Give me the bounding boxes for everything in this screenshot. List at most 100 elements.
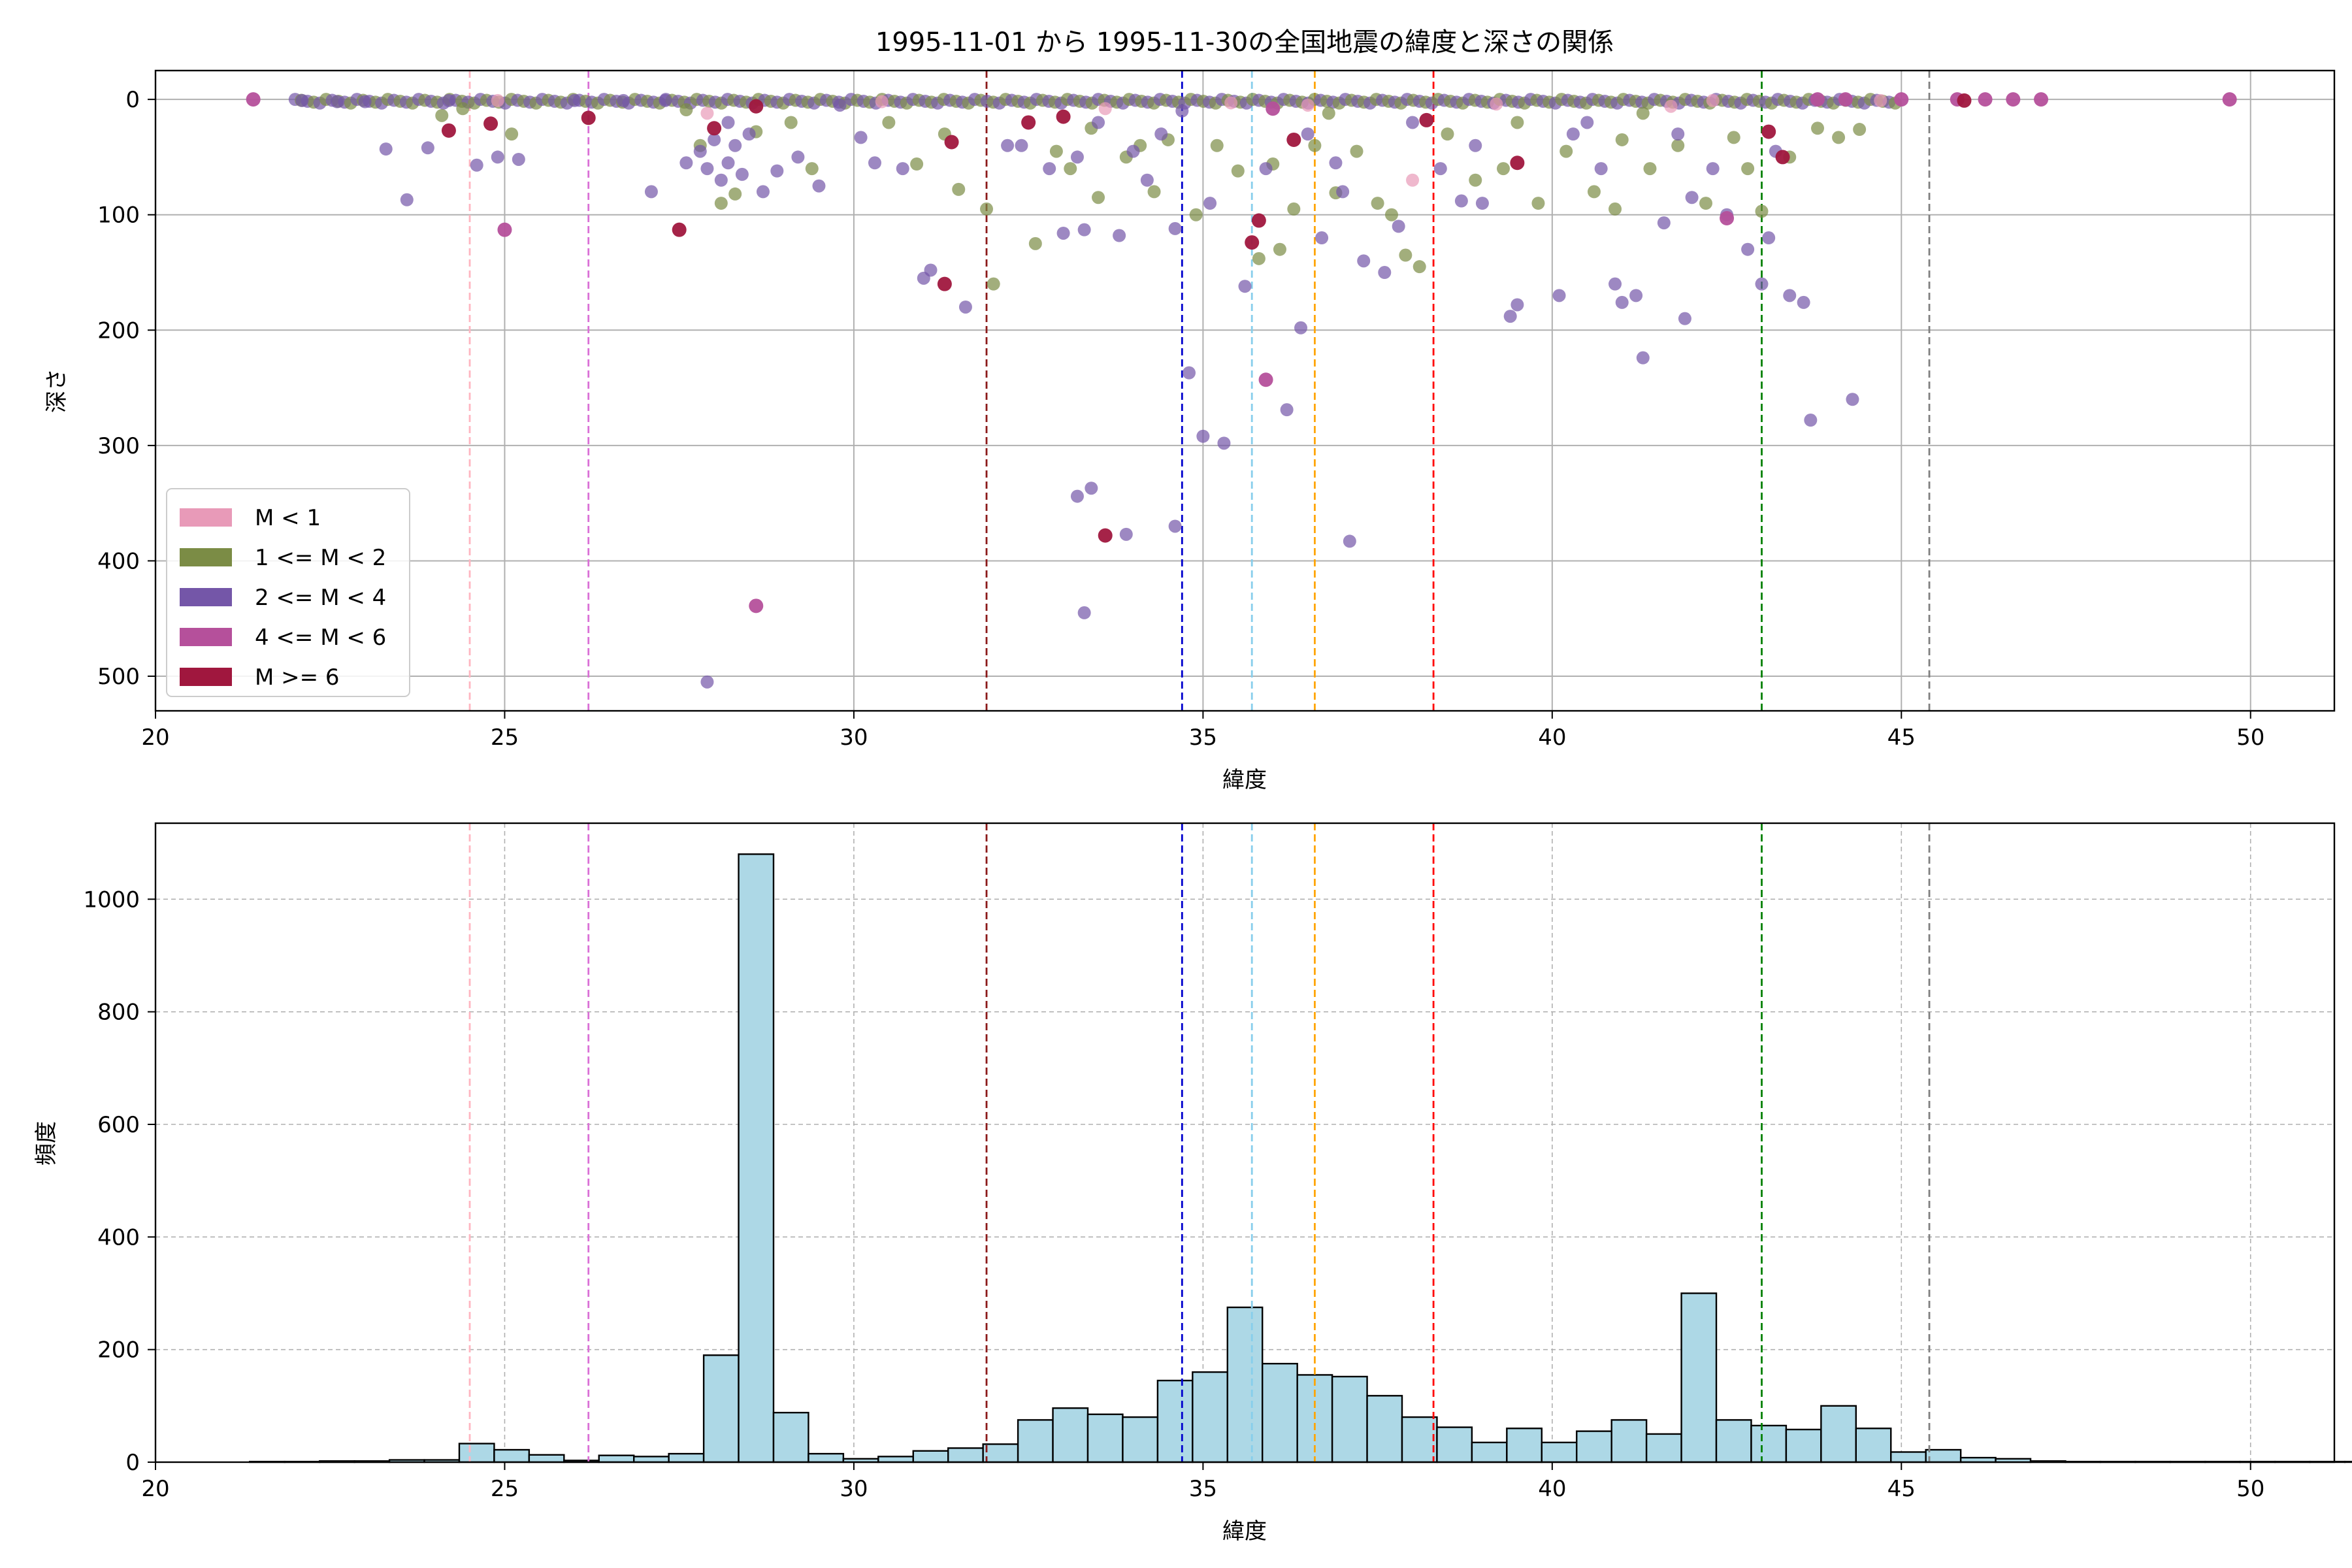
scatter-y-tick-label: 200	[97, 318, 140, 344]
scatter-point	[1664, 99, 1678, 113]
scatter-y-tick-label: 300	[97, 433, 140, 459]
scatter-point	[1490, 97, 1503, 111]
scatter-point	[1832, 131, 1846, 144]
scatter-point	[421, 141, 434, 155]
histogram-reference-lines	[468, 823, 1931, 1462]
scatter-point	[952, 182, 966, 196]
scatter-y-tick-label: 100	[97, 203, 140, 229]
histogram-bar	[1645, 1433, 1682, 1463]
scatter-point	[987, 277, 1000, 291]
scatter-point	[1098, 528, 1113, 543]
scatter-title: 1995-11-01 から 1995-11-30の全国地震の緯度と深さの関係	[875, 27, 1614, 57]
scatter-point	[379, 142, 393, 156]
scatter-point	[483, 116, 498, 131]
scatter-point	[1741, 162, 1755, 176]
scatter-point	[924, 263, 938, 277]
scatter-point	[491, 150, 504, 164]
scatter-point	[644, 185, 658, 199]
scatter-point	[1511, 116, 1524, 129]
scatter-point	[1113, 229, 1126, 242]
histogram-bar	[1750, 1424, 1788, 1463]
scatter-point	[1496, 162, 1510, 176]
scatter-point	[1469, 139, 1482, 152]
histogram-bar	[738, 853, 775, 1463]
scatter-point	[882, 116, 896, 129]
histogram-bar	[1715, 1419, 1752, 1463]
histogram-bar	[633, 1456, 670, 1463]
scatter-point	[1126, 144, 1140, 158]
scatter-point	[735, 167, 749, 181]
histogram-bar	[1576, 1430, 1612, 1463]
scatter-point	[1419, 112, 1434, 127]
scatter-x-tick-label: 20	[141, 725, 169, 751]
scatter-point	[1308, 139, 1322, 152]
scatter-point	[1070, 489, 1084, 503]
scatter-point	[875, 95, 889, 108]
scatter-point	[1168, 221, 1182, 235]
scatter-point	[714, 173, 728, 187]
scatter-point	[1441, 127, 1454, 141]
scatter-point	[1762, 231, 1776, 245]
histogram-bar	[877, 1456, 914, 1463]
histogram-bar	[1471, 1441, 1508, 1463]
scatter-point	[1085, 482, 1098, 495]
histogram-x-tick-label: 40	[1538, 1476, 1566, 1502]
scatter-legend: M < 1 1 <= M < 2 2 <= M < 4 4 <= M < 6 M >= …	[166, 488, 410, 697]
scatter-point	[400, 193, 414, 206]
scatter-point	[672, 222, 687, 237]
scatter-point	[1315, 231, 1329, 245]
scatter-point	[1092, 191, 1105, 204]
scatter-point	[1560, 144, 1573, 158]
legend-label: 1 <= M < 2	[255, 545, 386, 571]
scatter-point	[1119, 527, 1133, 541]
scatter-point	[1399, 248, 1413, 262]
histogram-y-tick-label: 600	[97, 1112, 140, 1138]
scatter-point	[854, 131, 868, 144]
scatter-point	[770, 164, 784, 178]
histogram-bar	[528, 1454, 565, 1463]
scatter-point	[1056, 109, 1071, 124]
scatter-x-tick-label: 25	[491, 725, 519, 751]
scatter-point	[1406, 173, 1420, 187]
scatter-point	[1294, 321, 1308, 335]
scatter-point	[1406, 116, 1420, 129]
scatter-point	[1755, 204, 1769, 218]
scatter-point	[693, 144, 707, 158]
scatter-point	[1978, 92, 1993, 107]
histogram-y-tick-label: 800	[97, 1000, 140, 1026]
legend-swatch	[180, 588, 232, 606]
scatter-point	[1077, 223, 1091, 237]
scatter-point	[1196, 429, 1210, 443]
scatter-point	[1322, 106, 1335, 120]
scatter-point	[756, 185, 770, 199]
scatter-point	[749, 598, 764, 613]
scatter-point	[1629, 289, 1643, 302]
scatter-point	[2222, 92, 2237, 107]
scatter-point	[1015, 139, 1028, 152]
histogram-bar	[1506, 1428, 1543, 1463]
scatter-point	[1775, 150, 1790, 165]
scatter-point	[749, 99, 764, 114]
histogram-x-tick-label: 35	[1189, 1476, 1217, 1502]
histogram-bar	[1156, 1379, 1194, 1463]
histogram-x-tick-label: 50	[2236, 1476, 2264, 1502]
scatter-point	[2006, 92, 2021, 107]
scatter-point	[1706, 93, 1720, 107]
scatter-point	[330, 95, 344, 108]
scatter-point	[1636, 106, 1650, 120]
scatter-x-tick-label: 45	[1887, 725, 1916, 751]
histogram-ticks: 20 25 30 35 40 45 50 0 200 400 600 800 1000	[83, 887, 2264, 1502]
histogram-bar	[1785, 1428, 1822, 1463]
histogram-bar	[1820, 1405, 1857, 1463]
histogram-bar	[668, 1452, 705, 1463]
histogram-bar	[982, 1443, 1019, 1463]
scatter-point	[1070, 150, 1084, 164]
scatter-point	[1475, 197, 1489, 210]
scatter-point	[1797, 295, 1810, 309]
scatter-point	[1189, 208, 1203, 221]
scatter-point	[1846, 393, 1859, 406]
scatter-point	[295, 93, 309, 107]
histogram-bar	[1366, 1395, 1403, 1463]
scatter-point	[728, 187, 742, 201]
scatter-point	[246, 92, 261, 107]
